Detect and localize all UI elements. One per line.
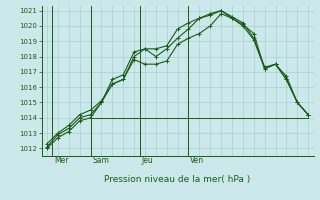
Text: Sam: Sam <box>92 156 109 165</box>
Text: Ven: Ven <box>190 156 204 165</box>
Text: Jeu: Jeu <box>141 156 153 165</box>
Text: Mer: Mer <box>54 156 68 165</box>
X-axis label: Pression niveau de la mer( hPa ): Pression niveau de la mer( hPa ) <box>104 175 251 184</box>
